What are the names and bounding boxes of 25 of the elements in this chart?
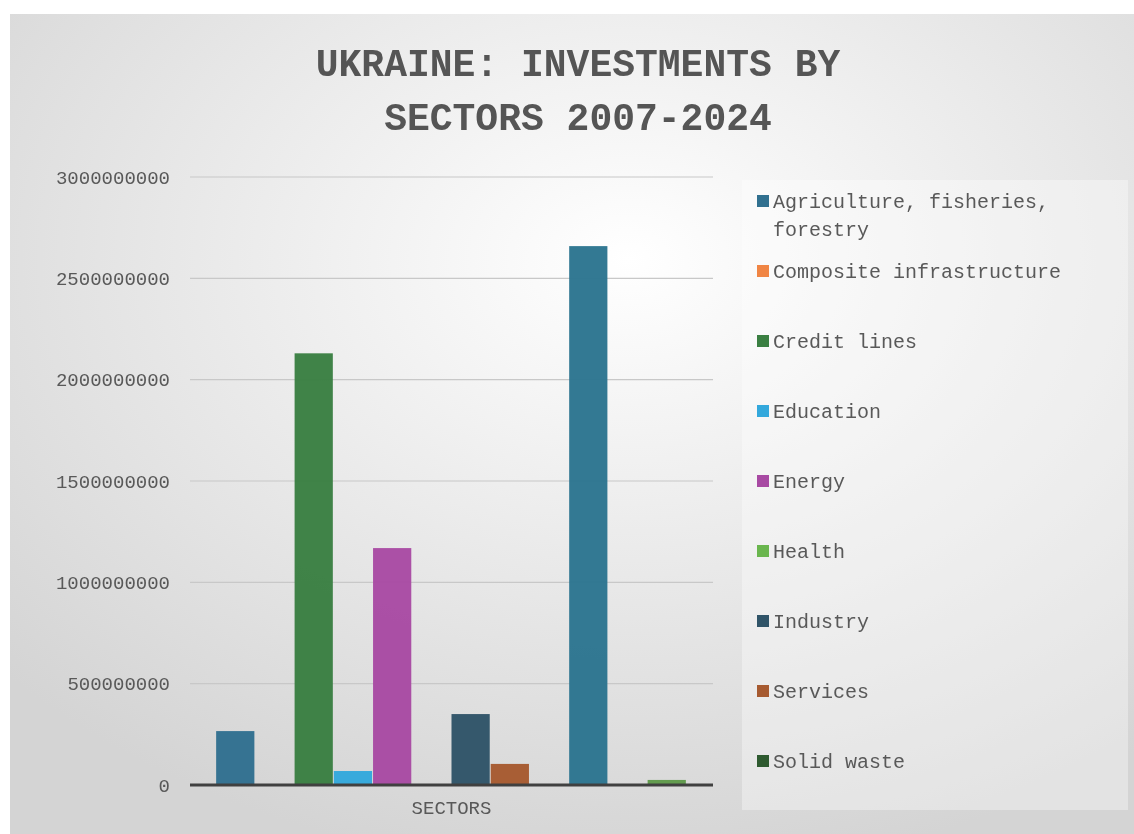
y-tick-label: 1500000000 [55, 471, 170, 494]
x-tick-label: SECTORS [411, 798, 492, 821]
y-tick-label: 500000000 [67, 674, 170, 697]
y-tick-label: 0 [158, 775, 170, 798]
bar [333, 771, 373, 785]
bar [294, 353, 333, 785]
legend-label: Credit lines [773, 331, 918, 354]
bar [490, 763, 529, 785]
legend-label: Energy [773, 471, 846, 494]
legend-label: Health [773, 541, 846, 564]
bar [373, 548, 412, 785]
bar [216, 731, 255, 785]
legend-label: Composite infrastructure [773, 261, 1062, 284]
y-tick-label: 3000000000 [55, 167, 170, 190]
legend-label: Education [773, 401, 882, 424]
legend-label: Solid waste [773, 751, 906, 774]
bar [569, 246, 608, 785]
chart-title: UKRAINE: INVESTMENTS BY SECTORS 2007-2024 [315, 44, 841, 141]
y-tick-label: 2000000000 [55, 370, 170, 393]
y-tick-label: 2500000000 [55, 268, 170, 291]
y-tick-label: 1000000000 [55, 572, 170, 595]
bar [451, 714, 490, 785]
legend-label: Agriculture, fisheries, forestry [773, 191, 1050, 242]
legend-label: Services [773, 681, 870, 704]
legend-label: Industry [773, 611, 870, 634]
